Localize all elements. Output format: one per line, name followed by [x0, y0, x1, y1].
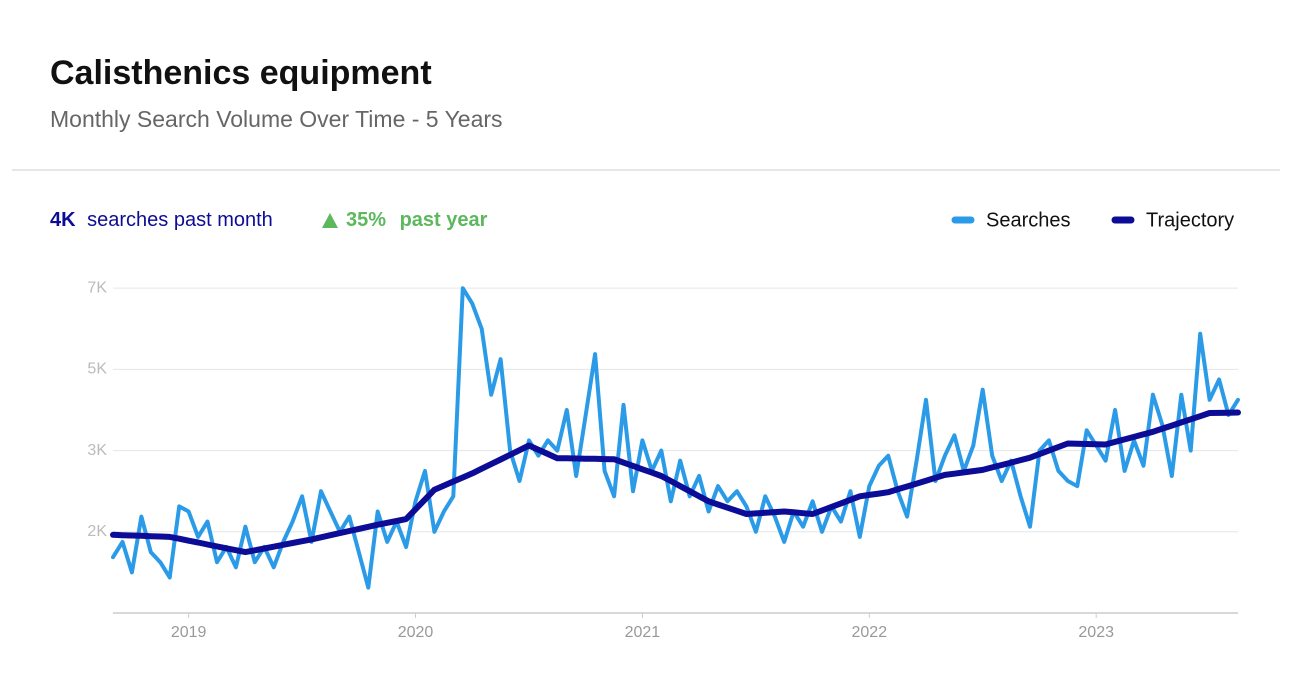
stat-label: searches past month [87, 209, 273, 231]
x-tick-label: 2021 [625, 624, 661, 641]
y-tick-label: 5K [87, 361, 107, 378]
stat-searches: 4K searches past month [50, 209, 273, 231]
stat-growth: 35% past year [346, 209, 488, 231]
growth-icon [322, 213, 338, 228]
legend-label: Trajectory [1146, 209, 1234, 231]
legend-label: Searches [986, 209, 1071, 231]
y-tick-label: 3K [87, 442, 107, 459]
chart-subtitle: Monthly Search Volume Over Time - 5 Year… [50, 106, 503, 132]
x-tick-label: 2020 [398, 624, 434, 641]
y-tick-label: 2K [87, 523, 107, 540]
growth-label: past year [400, 209, 488, 231]
stat-value: 4K [50, 209, 76, 231]
series-line [110, 409, 1241, 556]
growth-value: 35% [346, 209, 386, 231]
x-tick-label: 2019 [171, 624, 207, 641]
y-tick-label: 7K [87, 279, 107, 296]
x-tick-label: 2023 [1078, 624, 1114, 641]
chart-title: Calisthenics equipment [50, 54, 432, 92]
x-tick-label: 2022 [852, 624, 888, 641]
